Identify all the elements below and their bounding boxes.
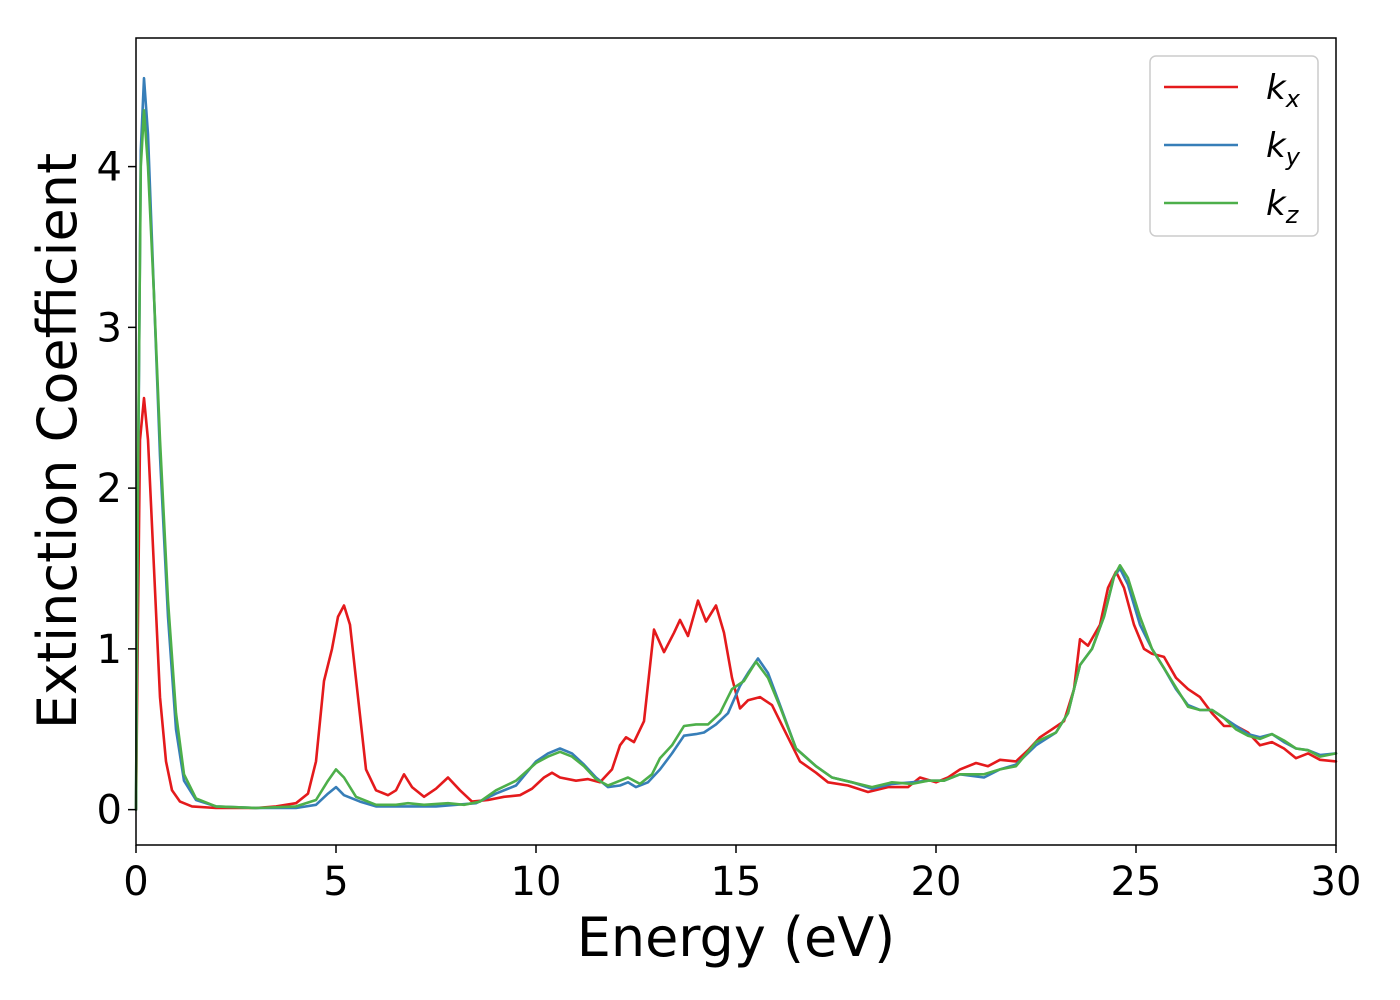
x-axis-title: Energy (eV) bbox=[577, 906, 896, 969]
x-tick-label: 25 bbox=[1111, 859, 1162, 905]
y-axis-ticks: 0 1 2 3 4 bbox=[97, 145, 136, 834]
x-axis-ticks: 0 5 10 15 20 25 30 bbox=[123, 845, 1361, 905]
series-line-x bbox=[134, 396, 1338, 811]
legend: kx ky kz bbox=[1149, 55, 1319, 237]
legend-label-y: ky bbox=[1266, 126, 1301, 171]
x-tick-label: 20 bbox=[911, 859, 962, 905]
series-lines bbox=[134, 76, 1338, 811]
y-tick-label: 0 bbox=[97, 788, 122, 834]
legend-label-x: kx bbox=[1266, 68, 1301, 113]
y-tick-label: 3 bbox=[97, 305, 122, 351]
x-tick-label: 5 bbox=[323, 859, 348, 905]
x-tick-label: 15 bbox=[711, 859, 762, 905]
y-tick-label: 2 bbox=[97, 466, 122, 512]
x-tick-label: 30 bbox=[1311, 859, 1362, 905]
x-tick-label: 0 bbox=[123, 859, 148, 905]
y-axis-title: Extinction Coefficient bbox=[26, 153, 89, 729]
legend-label-z: kz bbox=[1266, 184, 1300, 229]
y-tick-label: 1 bbox=[97, 627, 122, 673]
x-tick-label: 10 bbox=[511, 859, 562, 905]
series-line-z bbox=[134, 109, 1338, 811]
y-tick-label: 4 bbox=[97, 145, 122, 191]
